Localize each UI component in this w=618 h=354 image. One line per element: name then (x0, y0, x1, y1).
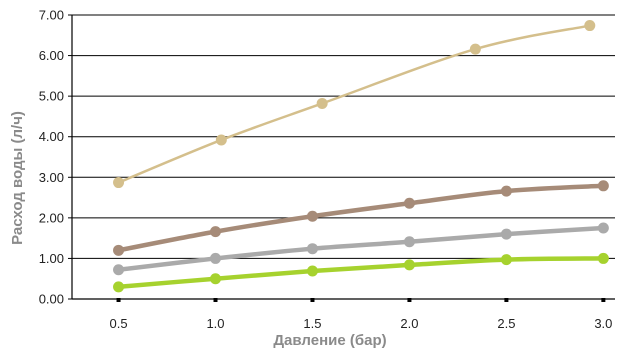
data-point (306, 210, 318, 222)
data-point (210, 252, 222, 264)
data-point (113, 177, 125, 189)
data-point (597, 222, 609, 234)
data-point (113, 264, 125, 276)
y-tick-label: 0.00 (39, 292, 64, 307)
series-line (116, 256, 606, 290)
data-point (597, 180, 609, 192)
series-line (117, 24, 592, 184)
series-line (116, 183, 606, 253)
x-tick-label: 1.5 (303, 316, 321, 331)
data-point (403, 236, 415, 248)
data-point (306, 243, 318, 255)
series-1 (113, 20, 596, 189)
data-point (500, 228, 512, 240)
data-point (210, 273, 222, 285)
x-tick-mark (213, 298, 218, 302)
x-tick-label: 3.0 (594, 316, 612, 331)
y-tick-label: 4.00 (39, 129, 64, 144)
x-tick-mark (504, 298, 509, 302)
data-point (113, 281, 125, 293)
x-tick-mark (116, 298, 121, 302)
data-point (215, 134, 227, 146)
y-tick-label: 3.00 (39, 170, 64, 185)
y-tick-label: 2.00 (39, 210, 64, 225)
series-3 (113, 222, 609, 276)
x-tick-label: 1.0 (206, 316, 224, 331)
y-tick-label: 5.00 (39, 89, 64, 104)
series-lines (113, 20, 609, 293)
x-tick-mark (310, 298, 315, 302)
x-axis-title: Давление (бар) (273, 332, 386, 349)
series-2 (113, 180, 609, 256)
data-point (403, 197, 415, 209)
data-point (113, 244, 125, 256)
y-tick-label: 7.00 (39, 8, 64, 23)
gridlines (72, 14, 615, 259)
y-tick-label: 6.00 (39, 48, 64, 63)
series-line (116, 225, 606, 273)
data-point (584, 20, 596, 32)
series-4 (113, 252, 609, 293)
data-point (306, 265, 318, 277)
data-point (500, 254, 512, 266)
data-point (403, 259, 415, 271)
data-point (597, 252, 609, 264)
y-axis-title: Расход воды (л/ч) (9, 111, 26, 245)
tick-labels: 0.00 1.00 2.00 3.00 4.00 5.00 6.00 7.00 0.5 1.0 1.… (39, 8, 613, 332)
x-tick-label: 2.0 (400, 316, 418, 331)
x-tick-label: 0.5 (110, 316, 128, 331)
data-point (469, 43, 481, 55)
x-tick-mark (407, 298, 412, 302)
axes (68, 14, 615, 302)
y-tick-label: 1.00 (39, 251, 64, 266)
data-point (500, 185, 512, 197)
data-point (210, 226, 222, 238)
data-point (316, 97, 328, 109)
x-tick-mark (601, 298, 606, 302)
x-tick-label: 2.5 (497, 316, 515, 331)
